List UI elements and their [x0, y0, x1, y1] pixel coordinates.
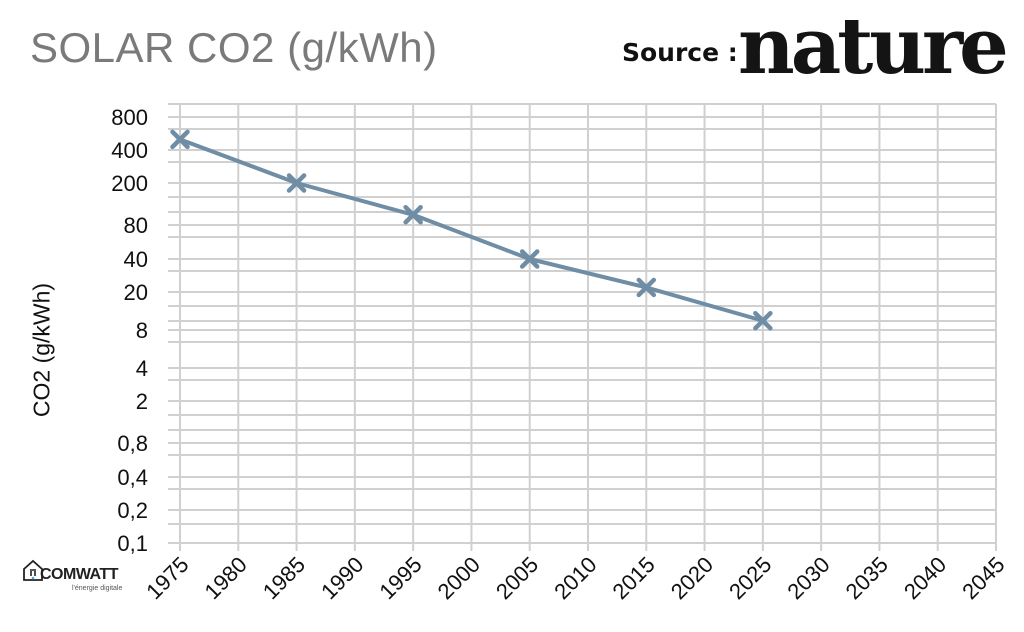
y-tick-labels: 800 400 200 80 40 20 8 4 2 0,8 0,4 0,2 0,1 [111, 105, 148, 556]
grid-lines [168, 103, 997, 551]
data-point-marker [286, 173, 307, 193]
y-tick-label: 0,2 [117, 498, 148, 523]
x-tick-label: 1975 [141, 552, 193, 604]
y-tick-label: 2 [136, 389, 148, 414]
x-tick-label: 1990 [316, 552, 368, 604]
y-tick-label: 400 [111, 138, 148, 163]
house-plug-icon [23, 559, 43, 581]
data-point-marker [636, 277, 657, 298]
comwatt-logo: COMWATT l'énergie digitale [22, 558, 142, 598]
y-tick-label: 4 [136, 356, 148, 381]
x-tick-labels: 1975 1980 1985 1990 1995 2000 2005 2010 2015 2020… [141, 552, 1009, 604]
x-tick-label: 2005 [491, 552, 543, 604]
chart-title: SOLAR CO2 (g/kWh) [30, 24, 438, 71]
x-tick-label: 2020 [666, 552, 718, 604]
comwatt-tagline: l'énergie digitale [72, 585, 123, 592]
y-tick-label: 80 [124, 213, 148, 238]
y-tick-label: 0,1 [117, 531, 148, 556]
nature-logo: nature [738, 1, 1009, 92]
comwatt-name: COMWATT [40, 566, 118, 583]
x-tick-label: 2010 [549, 552, 601, 604]
x-tick-label: 1980 [200, 552, 252, 604]
data-point-marker [170, 129, 190, 150]
x-tick-label: 2025 [724, 552, 776, 604]
y-tick-label: 800 [111, 105, 148, 130]
data-point-marker [753, 310, 773, 331]
x-tick-label: 1995 [374, 552, 426, 604]
y-tick-label: 0,8 [117, 431, 148, 456]
x-tick-label: 2015 [608, 552, 660, 604]
x-tick-label: 2035 [841, 552, 893, 604]
y-tick-label: 0,4 [117, 465, 148, 490]
series-layer [170, 129, 773, 331]
x-tick-label: 2030 [782, 552, 834, 604]
x-tick-label: 2045 [957, 552, 1009, 604]
y-tick-label: 8 [136, 318, 148, 343]
x-tick-label: 2000 [433, 552, 485, 604]
data-point-marker [519, 249, 540, 269]
x-tick-label: 1985 [258, 552, 310, 604]
data-point-marker [403, 205, 423, 225]
x-tick-label: 2040 [899, 552, 951, 604]
y-tick-label: 20 [124, 280, 148, 305]
y-tick-label: 40 [124, 247, 148, 272]
series-line [179, 137, 764, 323]
y-tick-label: 200 [111, 171, 148, 196]
source-label: Source : [622, 38, 738, 67]
